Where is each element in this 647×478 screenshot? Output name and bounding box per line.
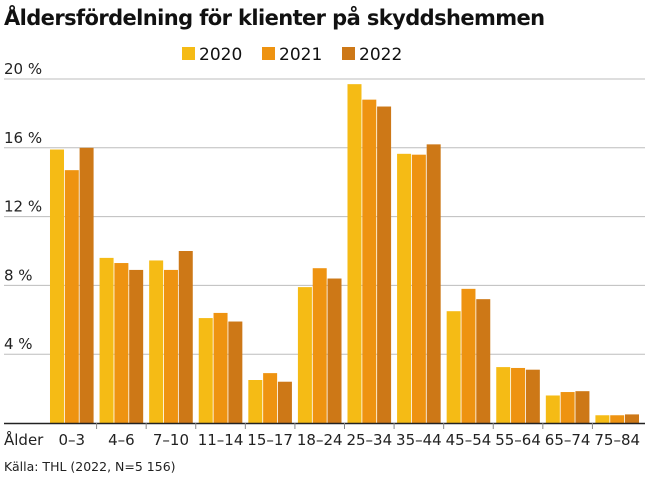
y-tick-label: 4 % <box>4 335 33 353</box>
bar-7–10-2020 <box>149 260 164 423</box>
legend-label-2022: 2022 <box>359 45 402 65</box>
bar-75–84-2020 <box>595 415 610 423</box>
bar-15–17-2021 <box>263 373 278 423</box>
x-tick-label: 55–64 <box>495 431 541 449</box>
legend-label-2021: 2021 <box>279 45 322 65</box>
bars <box>49 84 640 424</box>
bar-75–84-2021 <box>610 415 625 423</box>
x-tick-label: 65–74 <box>545 431 591 449</box>
x-axis-label: Ålder <box>4 430 44 449</box>
x-tick-label: 75–84 <box>594 431 640 449</box>
source-note: Källa: THL (2022, N=5 156) <box>4 459 176 474</box>
bar-75–84-2022 <box>625 414 640 423</box>
bar-4–6-2020 <box>99 257 114 423</box>
bar-55–64-2021 <box>511 367 526 423</box>
x-tick-label: 0–3 <box>58 431 85 449</box>
bar-65–74-2020 <box>545 395 560 423</box>
bar-45–54-2022 <box>476 299 491 423</box>
bar-0–3-2022 <box>79 147 94 424</box>
bar-18–24-2022 <box>327 278 342 423</box>
bar-65–74-2021 <box>560 392 575 423</box>
bar-35–44-2022 <box>426 144 441 424</box>
bar-11–14-2020 <box>198 318 213 423</box>
legend: 2020 2021 2022 <box>182 45 402 65</box>
bar-0–3-2020 <box>49 149 64 423</box>
y-tick-label: 8 % <box>4 266 33 284</box>
legend-swatch-2022 <box>342 47 355 60</box>
x-tick-label: 18–24 <box>297 431 343 449</box>
x-tick-label: 11–14 <box>198 431 244 449</box>
bar-18–24-2020 <box>297 287 312 423</box>
bar-18–24-2021 <box>312 268 327 423</box>
y-tick-label: 12 % <box>4 198 42 216</box>
bar-0–3-2021 <box>64 170 79 423</box>
gridlines: 4 % 8 % 12 % 16 % 20 % <box>4 60 645 355</box>
x-tick-label: 15–17 <box>247 431 293 449</box>
bar-4–6-2022 <box>129 269 144 423</box>
bar-35–44-2021 <box>411 154 426 423</box>
bar-7–10-2022 <box>178 251 193 423</box>
x-axis: 0–3 4–6 7–10 11–14 15–17 18–24 25–34 35–44 45–54… <box>4 422 645 449</box>
x-tick-label: 25–34 <box>346 431 392 449</box>
bar-55–64-2020 <box>496 367 511 423</box>
y-tick-label: 20 % <box>4 60 42 78</box>
bar-45–54-2021 <box>461 288 476 423</box>
bar-15–17-2020 <box>248 380 263 423</box>
bar-11–14-2022 <box>228 321 243 423</box>
bar-65–74-2022 <box>575 391 590 423</box>
chart-title: Åldersfördelning för klienter på skyddsh… <box>4 5 545 30</box>
bar-45–54-2020 <box>446 311 461 423</box>
x-tick-label: 4–6 <box>108 431 135 449</box>
bar-4–6-2021 <box>114 263 129 423</box>
x-tick-label: 7–10 <box>153 431 189 449</box>
legend-swatch-2020 <box>182 47 195 60</box>
x-tick-label: 45–54 <box>446 431 492 449</box>
bar-25–34-2020 <box>347 84 362 423</box>
bar-7–10-2021 <box>163 269 178 423</box>
bar-25–34-2021 <box>362 99 377 423</box>
y-tick-label: 16 % <box>4 129 42 147</box>
legend-swatch-2021 <box>262 47 275 60</box>
bar-11–14-2021 <box>213 312 228 423</box>
bar-35–44-2020 <box>397 153 412 423</box>
bar-25–34-2022 <box>377 106 392 424</box>
bar-55–64-2022 <box>525 369 540 423</box>
bar-15–17-2022 <box>277 381 292 423</box>
x-tick-label: 35–44 <box>396 431 442 449</box>
legend-label-2020: 2020 <box>199 45 242 65</box>
